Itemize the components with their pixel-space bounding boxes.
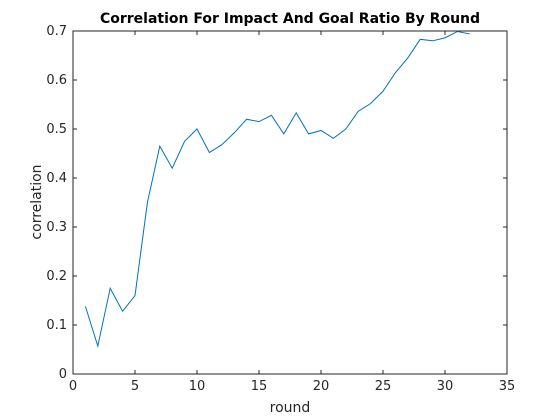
y-tick-label: 0.2 <box>46 269 67 284</box>
y-tick-label: 0.4 <box>46 171 67 186</box>
x-tick-label: 30 <box>437 379 454 394</box>
y-tick-label: 0 <box>59 367 67 382</box>
y-axis-label: correlation <box>29 164 45 239</box>
x-tick-label: 10 <box>189 379 206 394</box>
y-tick-label: 0.5 <box>46 122 67 137</box>
y-tick-label: 0.1 <box>46 318 67 333</box>
x-tick-label: 20 <box>313 379 330 394</box>
x-axis-label: round <box>270 400 311 416</box>
y-tick-label: 0.7 <box>46 24 67 39</box>
y-tick-label: 0.3 <box>46 220 67 235</box>
x-tick-label: 0 <box>69 379 77 394</box>
axis-ticks: 0 5 10 15 20 25 30 35 0 0.1 0.2 0.3 0.4 0.5 0.6 0.7 <box>46 24 515 394</box>
x-tick-label: 5 <box>131 379 139 394</box>
series-group <box>84 30 470 349</box>
chart-title: Correlation For Impact And Goal Ratio By… <box>100 11 480 27</box>
plot-area <box>72 30 508 375</box>
y-tick-label: 0.6 <box>46 73 67 88</box>
series-line <box>84 30 470 349</box>
x-tick-label: 25 <box>375 379 392 394</box>
x-tick-label: 15 <box>251 379 268 394</box>
x-tick-label: 35 <box>499 379 516 394</box>
